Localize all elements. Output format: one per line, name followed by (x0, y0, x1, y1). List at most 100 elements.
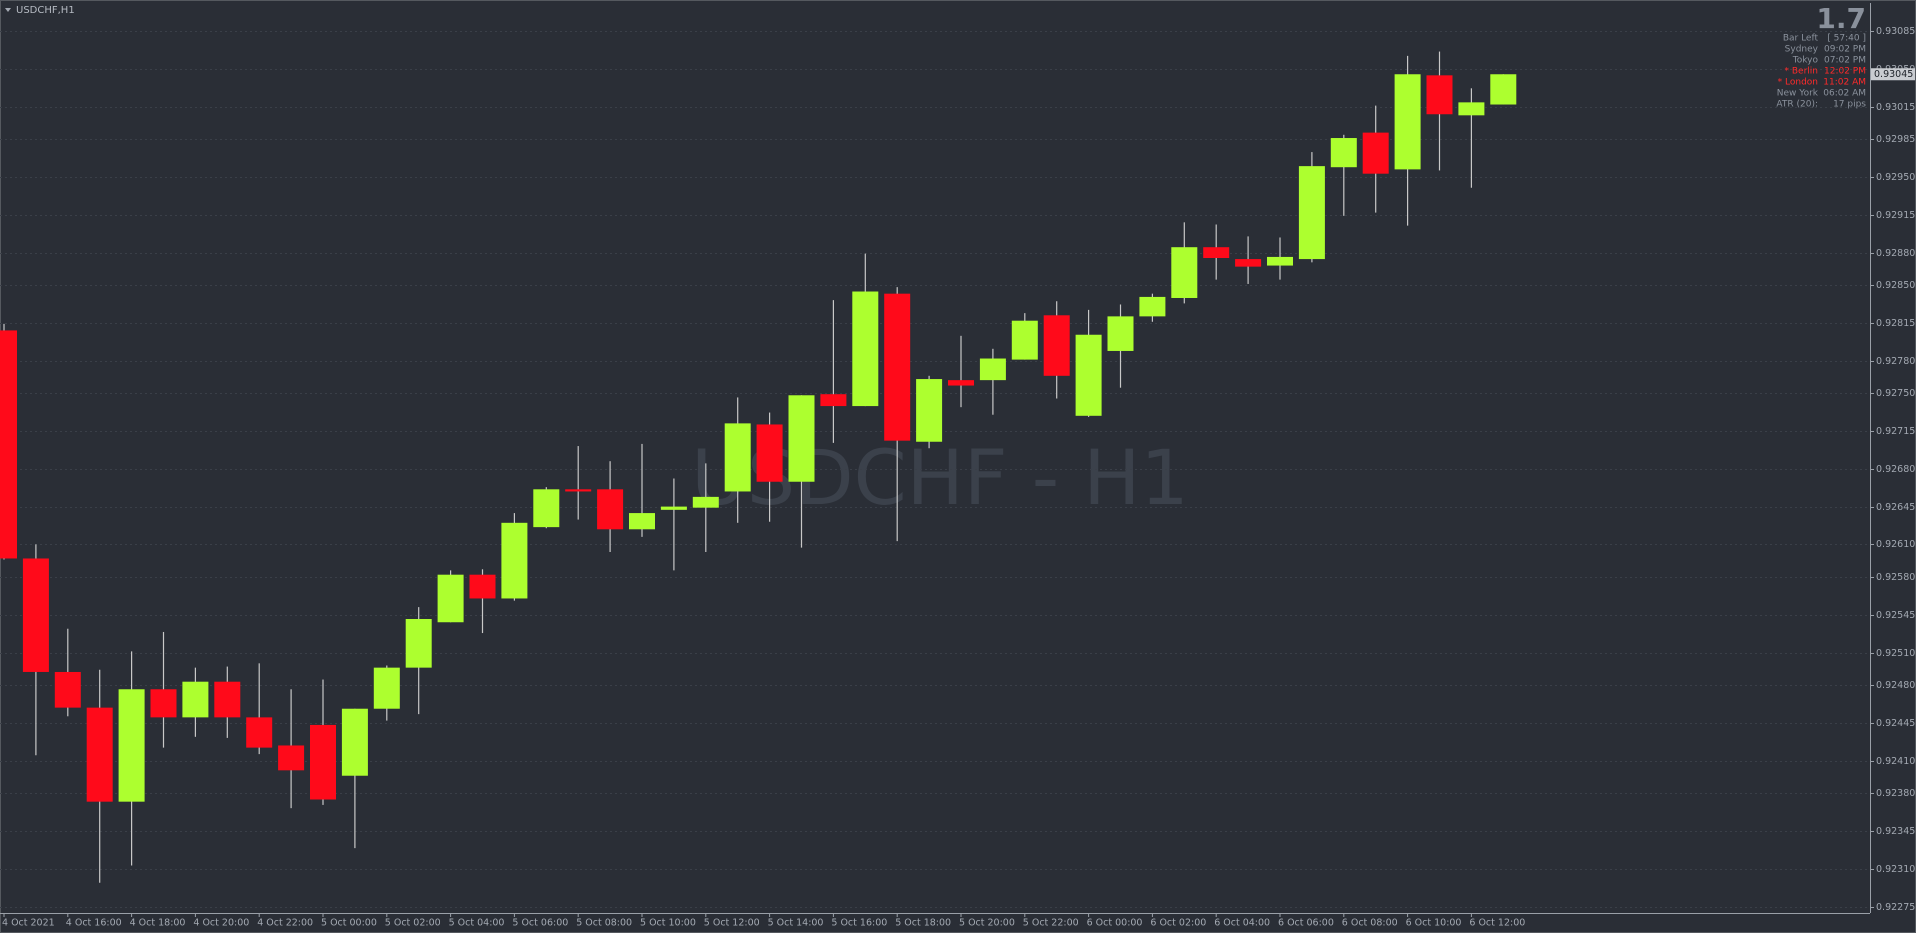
y-tick-label: 0.92380 (1876, 788, 1915, 799)
info-row-text: 06:02 AM (1823, 89, 1866, 99)
x-tick-label: 4 Oct 18:00 (130, 918, 186, 929)
y-tick-label: 0.92345 (1876, 826, 1915, 837)
candle-body (150, 689, 177, 718)
candle-body (1330, 138, 1357, 168)
info-row-text: 09:02 PM (1824, 45, 1866, 55)
candle-body (1011, 320, 1038, 360)
y-tick-label: 0.92780 (1876, 356, 1915, 367)
last-price-tag (1871, 68, 1915, 81)
info-row-label: * London (1778, 78, 1818, 88)
x-tick-label: 5 Oct 18:00 (895, 918, 951, 929)
y-tick-label: 0.92610 (1876, 539, 1915, 550)
candle-body (660, 506, 687, 510)
candle-body (278, 745, 305, 771)
y-tick-label: 0.92445 (1876, 718, 1915, 729)
y-tick-label: 0.92750 (1876, 388, 1915, 399)
candle-body (1139, 296, 1166, 317)
y-tick-label: 0.92915 (1876, 210, 1915, 221)
y-tick-label: 0.92680 (1876, 464, 1915, 475)
x-tick-label: 5 Oct 22:00 (1023, 918, 1079, 929)
x-tick-label: 5 Oct 10:00 (640, 918, 696, 929)
y-tick-label: 0.92410 (1876, 756, 1915, 767)
x-tick-label: 6 Oct 08:00 (1342, 918, 1398, 929)
candle-body (405, 619, 432, 668)
candle-body (884, 293, 911, 441)
y-tick-label: 0.93015 (1876, 102, 1915, 113)
x-tick-label: 6 Oct 02:00 (1150, 918, 1206, 929)
candle-body (1426, 75, 1453, 115)
info-value: 1.7 (1816, 2, 1866, 35)
y-tick-label: 0.92715 (1876, 426, 1915, 437)
x-tick-label: 6 Oct 12:00 (1469, 918, 1525, 929)
candle-body (1075, 334, 1102, 416)
y-tick-label: 0.92850 (1876, 280, 1915, 291)
candle-body (501, 522, 528, 599)
x-tick-label: 5 Oct 02:00 (385, 918, 441, 929)
candle-body (54, 671, 81, 708)
candle-body (373, 667, 400, 709)
candle-body (565, 489, 592, 492)
candle-body (0, 330, 17, 559)
last-price-label: 0.93045 (1874, 69, 1913, 80)
y-tick-label: 0.92880 (1876, 248, 1915, 259)
y-tick-label: 0.92950 (1876, 172, 1915, 183)
candle-body (22, 558, 49, 672)
candle-body (692, 496, 719, 508)
candle-body (1203, 247, 1230, 259)
x-tick-label: 5 Oct 16:00 (831, 918, 887, 929)
info-row-text: 11:02 AM (1823, 78, 1866, 88)
y-tick-label: 0.92510 (1876, 648, 1915, 659)
x-tick-label: 4 Oct 16:00 (66, 918, 122, 929)
candle-body (1394, 74, 1421, 170)
candles (0, 51, 1517, 883)
info-row-label: Sydney (1785, 45, 1819, 55)
x-tick-label: 6 Oct 10:00 (1406, 918, 1462, 929)
x-tick-label: 4 Oct 22:00 (257, 918, 313, 929)
y-tick-label: 0.92815 (1876, 318, 1915, 329)
candle-body (533, 489, 560, 528)
candle-body (1362, 132, 1389, 174)
candle-body (1490, 74, 1517, 105)
candle-body (118, 689, 145, 802)
grid (0, 31, 1870, 908)
candle-body (756, 424, 783, 482)
candle-body (1107, 316, 1134, 351)
candle-body (1043, 315, 1070, 376)
y-tick-label: 0.92645 (1876, 502, 1915, 513)
y-tick-label: 0.92310 (1876, 864, 1915, 875)
candle-body (437, 574, 464, 623)
candle-body (310, 724, 336, 800)
candle-body (916, 379, 943, 442)
candle-body (820, 394, 847, 407)
window-title: USDCHF,H1 (16, 5, 75, 16)
candle-body (469, 574, 496, 599)
candle-body (86, 707, 113, 802)
y-tick-label: 0.92580 (1876, 572, 1915, 583)
window-menu-arrow[interactable] (5, 8, 11, 12)
x-tick-label: 6 Oct 04:00 (1214, 918, 1270, 929)
y-tick-label: 0.92545 (1876, 610, 1915, 621)
x-tick-label: 6 Oct 00:00 (1087, 918, 1143, 929)
info-row-label: Bar Left (1783, 34, 1819, 44)
candle-body (979, 358, 1006, 381)
x-tick-label: 4 Oct 20:00 (193, 918, 249, 929)
info-row-text: 07:02 PM (1824, 56, 1866, 66)
x-tick-label: 5 Oct 14:00 (768, 918, 824, 929)
candle-body (724, 423, 751, 492)
y-tick-label: 0.92480 (1876, 680, 1915, 691)
x-tick-label: 5 Oct 20:00 (959, 918, 1015, 929)
info-row-label: Tokyo (1792, 56, 1819, 66)
info-row-text: 12:02 PM (1824, 67, 1866, 77)
x-tick-label: 5 Oct 08:00 (576, 918, 632, 929)
candle-body (1458, 102, 1485, 116)
candle-body (852, 291, 879, 407)
y-tick-label: 0.92985 (1876, 134, 1915, 145)
candle-body (182, 681, 209, 718)
x-tick-label: 5 Oct 04:00 (449, 918, 505, 929)
candle-body (948, 380, 974, 386)
info-row-text: [ 57:40 ] (1827, 34, 1866, 44)
candle-body (1298, 166, 1325, 260)
candle-body (246, 717, 273, 748)
